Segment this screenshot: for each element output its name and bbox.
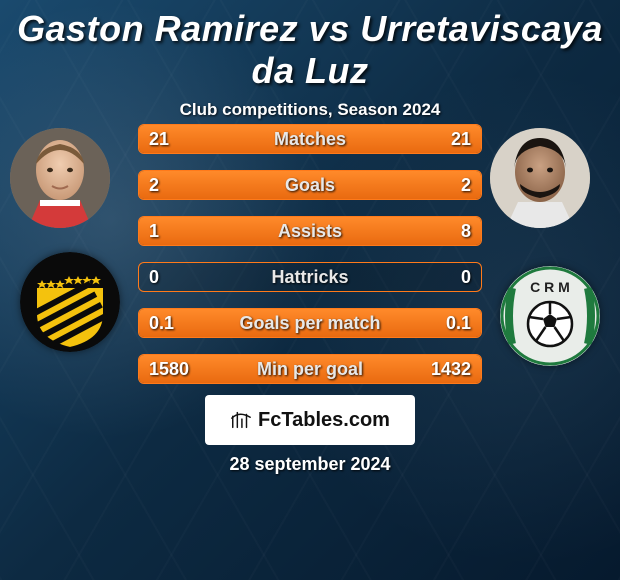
club-left-logo — [20, 252, 120, 352]
branding-box: FcTables.com — [205, 395, 415, 445]
stat-label: Goals per match — [239, 313, 380, 334]
player-left-avatar — [10, 128, 110, 228]
stat-row: 1 Assists 8 — [138, 216, 482, 246]
stat-right-value: 0.1 — [446, 309, 471, 337]
stat-label: Min per goal — [257, 359, 363, 380]
stat-fill-right — [310, 171, 481, 199]
stat-row: 0 Hattricks 0 — [138, 262, 482, 292]
stat-left-value: 1580 — [149, 355, 189, 383]
club-right-logo: C R M — [500, 266, 600, 366]
comparison-title: Gaston Ramirez vs Urretaviscaya da Luz — [0, 0, 620, 92]
stat-right-value: 2 — [461, 171, 471, 199]
stat-row: 2 Goals 2 — [138, 170, 482, 200]
stats-list: 21 Matches 21 2 Goals 2 1 Assists 8 0 Ha… — [138, 124, 482, 400]
stat-label: Assists — [278, 221, 342, 242]
stat-row: 1580 Min per goal 1432 — [138, 354, 482, 384]
stat-left-value: 0.1 — [149, 309, 174, 337]
stat-label: Hattricks — [271, 267, 348, 288]
svg-text:C R M: C R M — [530, 279, 570, 295]
stat-left-value: 0 — [149, 263, 159, 291]
comparison-date: 28 september 2024 — [0, 454, 620, 475]
branding-icon — [230, 409, 252, 431]
player-right-avatar — [490, 128, 590, 228]
stat-right-value: 0 — [461, 263, 471, 291]
stat-right-value: 21 — [451, 125, 471, 153]
stat-right-value: 1432 — [431, 355, 471, 383]
stat-left-value: 1 — [149, 217, 159, 245]
stat-left-value: 21 — [149, 125, 169, 153]
branding-text: FcTables.com — [258, 409, 390, 432]
comparison-subtitle: Club competitions, Season 2024 — [0, 100, 620, 120]
stat-label: Matches — [274, 129, 346, 150]
stat-left-value: 2 — [149, 171, 159, 199]
stat-right-value: 8 — [461, 217, 471, 245]
stat-label: Goals — [285, 175, 335, 196]
stat-row: 21 Matches 21 — [138, 124, 482, 154]
stat-row: 0.1 Goals per match 0.1 — [138, 308, 482, 338]
